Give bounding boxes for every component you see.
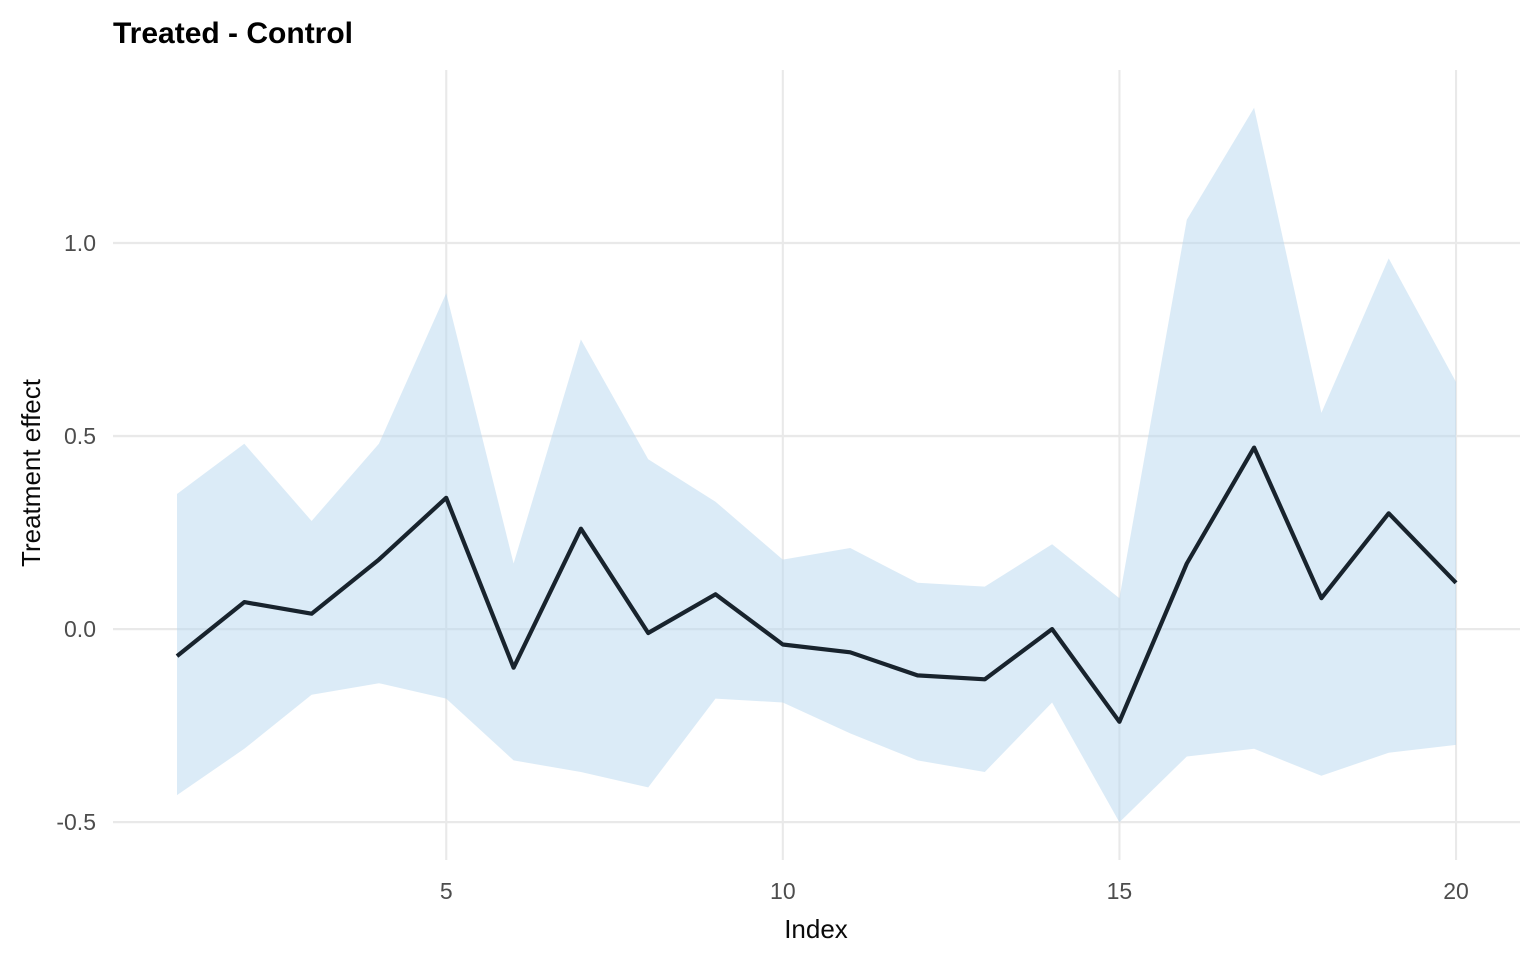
x-axis-tick-labels: 5 10 15 20 [440,878,1469,904]
y-tick-label: 0.0 [64,616,96,642]
y-tick-label: 1.0 [64,230,96,256]
y-tick-label: -0.5 [56,809,96,835]
confidence-ribbon [177,107,1456,823]
chart-title: Treated - Control [113,17,353,50]
treatment-effect-line [175,445,1458,724]
x-tick-label: 5 [440,878,453,904]
x-tick-label: 20 [1443,878,1469,904]
x-tick-label: 15 [1107,878,1133,904]
x-axis-title: Index [784,914,848,944]
y-tick-label: 0.5 [64,423,96,449]
y-axis-title: Treatment effect [16,378,46,567]
y-axis-tick-labels: -0.5 0.0 0.5 1.0 [56,230,96,835]
x-tick-label: 10 [770,878,796,904]
